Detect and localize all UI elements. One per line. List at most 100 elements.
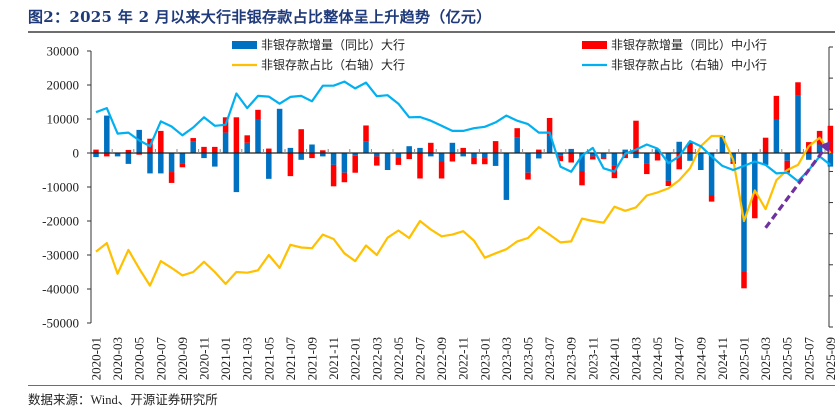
x-tick-label: 2022-07 [413, 337, 428, 381]
x-tick-label: 2023-03 [499, 337, 514, 380]
bar-big-bank [201, 153, 207, 159]
x-tick-label: 2022-11 [456, 337, 471, 380]
bar-small-bank [654, 153, 661, 161]
bar-big-bank [341, 153, 348, 173]
bar-big-bank [816, 144, 823, 153]
source-rule [28, 385, 835, 386]
bar-big-bank [654, 149, 661, 153]
trend-arrow-shaft [764, 148, 826, 229]
bar-big-bank [384, 153, 391, 170]
bar-small-bank [212, 146, 218, 153]
bar-big-bank [514, 137, 520, 153]
bar-small-bank [330, 164, 337, 187]
legend-label: 非银存款增量（同比）中小行 [611, 37, 767, 52]
bar-small-bank [644, 163, 650, 175]
bar-small-bank [168, 172, 175, 183]
bar-small-bank [363, 125, 369, 142]
bar-big-bank [255, 119, 261, 153]
bar-big-bank [622, 149, 628, 153]
bar-big-bank [374, 153, 380, 157]
x-tick-label: 2024-03 [629, 337, 644, 380]
bar-small-bank [320, 150, 326, 153]
bar-small-bank [590, 156, 596, 160]
bar-big-bank [579, 153, 585, 172]
chart-title: 图2：2025 年 2 月以来大行非银存款占比整体呈上升趋势（亿元） [28, 8, 492, 26]
bar-small-bank [136, 153, 142, 155]
bar-big-bank [687, 153, 693, 161]
bar-small-bank [179, 163, 186, 168]
legend-label: 非银存款增量（同比）大行 [261, 38, 405, 52]
bar-big-bank [590, 153, 596, 157]
bar-big-bank [320, 153, 326, 157]
bar-big-bank [168, 153, 175, 173]
y-tick-label: -20000 [42, 214, 79, 229]
x-tick-label: 2024-11 [715, 337, 730, 380]
bar-big-bank [568, 148, 574, 153]
bar-small-bank [827, 125, 834, 153]
bar-big-bank [309, 144, 315, 153]
bar-small-bank [665, 180, 672, 186]
bar-big-bank [644, 153, 650, 164]
bar-big-bank [698, 153, 704, 170]
x-tick-label: 2024-05 [650, 337, 665, 380]
y-tick-label: 0 [73, 146, 80, 161]
x-tick-label: 2021-09 [305, 337, 320, 380]
bar-big-bank [395, 153, 402, 158]
bar-small-bank [471, 157, 477, 165]
bar-big-bank [827, 153, 834, 167]
y-tick-label: -30000 [42, 248, 79, 263]
bar-small-bank [676, 153, 682, 170]
legend-label: 非银存款占比（右轴）大行 [261, 57, 405, 72]
bar-big-bank [330, 153, 337, 165]
bar-small-bank [93, 149, 99, 153]
bar-big-bank [806, 153, 812, 160]
bar-small-bank [125, 149, 132, 153]
bar-big-bank [125, 153, 132, 164]
y-tick-label: 10000 [47, 112, 80, 127]
x-tick-label: 2023-01 [477, 337, 492, 380]
bar-small-bank [557, 155, 564, 162]
bar-big-bank [795, 95, 801, 153]
bar-small-bank [514, 128, 520, 138]
bar-small-bank [244, 135, 250, 143]
bar-small-bank [482, 158, 488, 165]
x-tick-label: 2025-01 [737, 337, 752, 380]
bar-big-bank [114, 153, 121, 157]
bar-small-bank [255, 109, 261, 119]
bar-big-bank [276, 108, 283, 153]
x-tick-label: 2023-11 [585, 337, 600, 380]
x-tick-label: 2021-05 [261, 337, 276, 380]
bar-small-bank [266, 148, 272, 153]
bar-big-bank [417, 147, 423, 153]
bar-big-bank [741, 153, 747, 272]
trend-arrow-head [819, 141, 831, 153]
bar-big-bank [633, 153, 639, 159]
bar-big-bank [784, 153, 790, 161]
bar-small-bank [568, 153, 574, 163]
bar-small-bank [784, 160, 790, 173]
bar-big-bank [600, 153, 607, 159]
bar-big-bank [557, 153, 564, 156]
bar-big-bank [438, 153, 445, 162]
bar-big-bank [752, 153, 758, 194]
x-tick-label: 2022-05 [391, 337, 406, 380]
x-tick-label: 2020-07 [153, 337, 168, 381]
x-tick-label: 2021-07 [283, 337, 298, 381]
legend-label: 非银存款占比（右轴）中小行 [611, 57, 767, 72]
bar-big-bank [266, 153, 272, 179]
y-tick-label: -10000 [42, 180, 79, 195]
bar-small-bank [492, 141, 499, 153]
bar-small-bank [633, 120, 639, 153]
bar-big-bank [546, 134, 553, 153]
bar-big-bank [352, 153, 358, 156]
x-tick-label: 2020-03 [110, 337, 125, 380]
bar-big-bank [298, 153, 304, 160]
bar-big-bank [147, 153, 153, 174]
bar-small-bank [762, 137, 769, 153]
bar-big-bank [611, 153, 618, 166]
x-tick-label: 2022-09 [434, 337, 449, 380]
bar-small-bank [449, 153, 456, 162]
bar-small-bank [600, 158, 607, 160]
bar-small-bank [233, 117, 240, 153]
